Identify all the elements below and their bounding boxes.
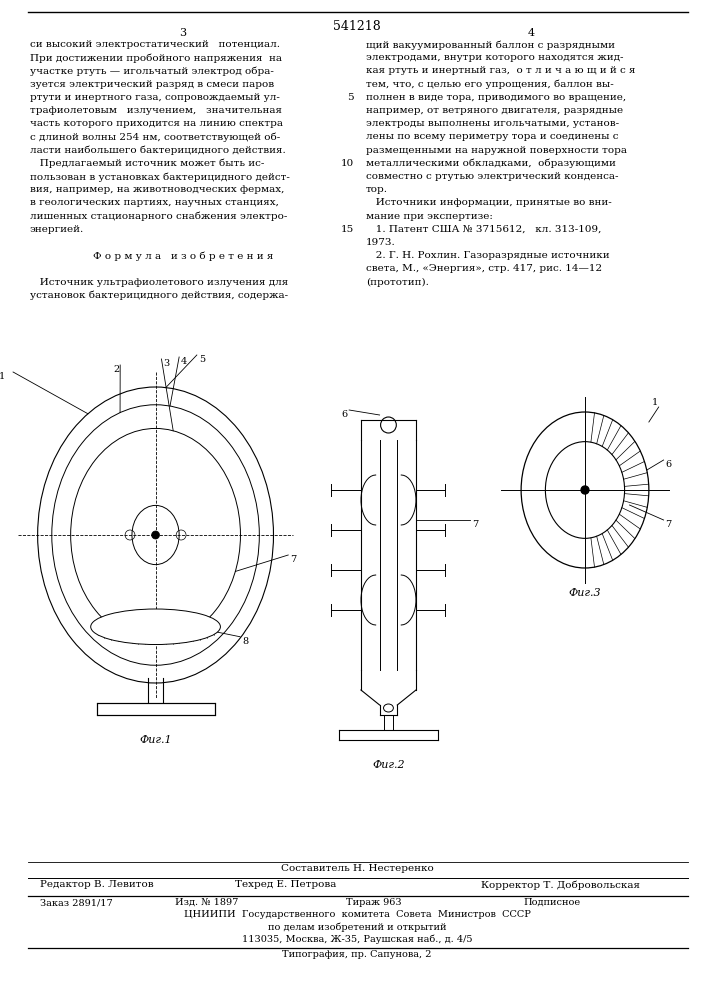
Text: 1: 1 (652, 398, 658, 407)
Text: Источник ультрафиолетового излучения для: Источник ультрафиолетового излучения для (30, 278, 288, 287)
Text: 7: 7 (290, 555, 296, 564)
Text: 6: 6 (665, 460, 672, 469)
Text: Заказ 2891/17: Заказ 2891/17 (40, 898, 112, 907)
Text: 7: 7 (665, 520, 672, 529)
Text: лены по всему периметру тора и соединены с: лены по всему периметру тора и соединены… (366, 132, 619, 141)
Text: по делам изобретений и открытий: по делам изобретений и открытий (268, 922, 446, 932)
Text: кая ртуть и инертный газ,  о т л и ч а ю щ и й с я: кая ртуть и инертный газ, о т л и ч а ю … (366, 66, 636, 75)
Text: Редактор В. Левитов: Редактор В. Левитов (40, 880, 153, 889)
Text: Фиг.1: Фиг.1 (139, 735, 172, 745)
Text: 3: 3 (180, 28, 187, 38)
Text: металлическими обкладками,  образующими: металлическими обкладками, образующими (366, 159, 616, 168)
Text: 10: 10 (341, 159, 354, 168)
Text: зуется электрический разряд в смеси паров: зуется электрический разряд в смеси паро… (30, 80, 274, 89)
Text: полнен в виде тора, приводимого во вращение,: полнен в виде тора, приводимого во враще… (366, 93, 626, 102)
Text: участке ртуть — игольчатый электрод обра-: участке ртуть — игольчатый электрод обра… (30, 66, 274, 76)
Text: Корректор Т. Добровольская: Корректор Т. Добровольская (481, 880, 640, 890)
Text: Типография, пр. Сапунова, 2: Типография, пр. Сапунова, 2 (282, 950, 432, 959)
Text: 541218: 541218 (333, 20, 381, 33)
Text: Источники информации, принятые во вни-: Источники информации, принятые во вни- (366, 198, 612, 207)
Text: энергией.: энергией. (30, 225, 84, 234)
Circle shape (581, 486, 589, 494)
Text: вия, например, на животноводческих фермах,: вия, например, на животноводческих ферма… (30, 185, 284, 194)
Text: размещенными на наружной поверхности тора: размещенными на наружной поверхности тор… (366, 146, 627, 155)
Text: электроды выполнены игольчатыми, установ-: электроды выполнены игольчатыми, установ… (366, 119, 619, 128)
Text: Подписное: Подписное (523, 898, 580, 907)
Text: 5: 5 (199, 355, 205, 364)
Bar (97, 703, 214, 715)
Text: 113035, Москва, Ж-35, Раушская наб., д. 4/5: 113035, Москва, Ж-35, Раушская наб., д. … (242, 934, 472, 944)
Circle shape (151, 531, 160, 539)
Text: 2: 2 (113, 365, 119, 374)
Text: си высокий электростатический   потенциал.: си высокий электростатический потенциал. (30, 40, 280, 49)
Text: лишенных стационарного снабжения электро-: лишенных стационарного снабжения электро… (30, 212, 287, 221)
Text: (прототип).: (прототип). (366, 278, 428, 287)
Text: пользован в установках бактерицидного дейст-: пользован в установках бактерицидного де… (30, 172, 290, 182)
Text: 4: 4 (527, 28, 534, 38)
Text: трафиолетовым   излучением,   значительная: трафиолетовым излучением, значительная (30, 106, 282, 115)
Text: тем, что, с целью его упрощения, баллон вы-: тем, что, с целью его упрощения, баллон … (366, 80, 614, 89)
Text: совместно с ртутью электрический конденса-: совместно с ртутью электрический конденс… (366, 172, 619, 181)
Text: 15: 15 (341, 225, 354, 234)
Text: При достижении пробойного напряжения  на: При достижении пробойного напряжения на (30, 53, 282, 63)
Text: света, М., «Энергия», стр. 417, рис. 14—12: света, М., «Энергия», стр. 417, рис. 14—… (366, 264, 602, 273)
Text: электродами, внутри которого находятся жид-: электродами, внутри которого находятся ж… (366, 53, 624, 62)
Text: 1973.: 1973. (366, 238, 396, 247)
Text: Изд. № 1897: Изд. № 1897 (175, 898, 238, 907)
Text: ЦНИИПИ  Государственного  комитета  Совета  Министров  СССР: ЦНИИПИ Государственного комитета Совета … (184, 910, 530, 919)
Text: 3: 3 (163, 359, 170, 368)
Text: 7: 7 (472, 520, 478, 529)
Ellipse shape (90, 609, 221, 645)
Text: 1: 1 (0, 372, 5, 381)
Text: ласти наибольшего бактерицидного действия.: ласти наибольшего бактерицидного действи… (30, 146, 286, 155)
Text: часть которого приходится на линию спектра: часть которого приходится на линию спект… (30, 119, 283, 128)
Text: 6: 6 (341, 410, 347, 419)
Text: Фиг.3: Фиг.3 (568, 588, 601, 598)
Text: 5: 5 (347, 93, 354, 102)
Text: установок бактерицидного действия, содержа-: установок бактерицидного действия, содер… (30, 291, 288, 300)
Text: 4: 4 (181, 357, 187, 366)
Text: 2. Г. Н. Рохлин. Газоразрядные источники: 2. Г. Н. Рохлин. Газоразрядные источники (366, 251, 609, 260)
Text: Тираж 963: Тираж 963 (346, 898, 402, 907)
Text: тор.: тор. (366, 185, 388, 194)
Text: в геологических партиях, научных станциях,: в геологических партиях, научных станция… (30, 198, 279, 207)
Text: Составитель Н. Нестеренко: Составитель Н. Нестеренко (281, 864, 433, 873)
Text: щий вакуумированный баллон с разрядными: щий вакуумированный баллон с разрядными (366, 40, 615, 49)
Text: 1. Патент США № 3715612,   кл. 313-109,: 1. Патент США № 3715612, кл. 313-109, (366, 225, 601, 234)
Text: ртути и инертного газа, сопровождаемый ул-: ртути и инертного газа, сопровождаемый у… (30, 93, 280, 102)
Text: 8: 8 (242, 637, 248, 646)
Text: Фиг.2: Фиг.2 (372, 760, 405, 770)
Text: Ф о р м у л а   и з о б р е т е н и я: Ф о р м у л а и з о б р е т е н и я (93, 251, 274, 261)
Text: например, от ветряного двигателя, разрядные: например, от ветряного двигателя, разряд… (366, 106, 623, 115)
Text: мание при экспертизе:: мание при экспертизе: (366, 212, 493, 221)
Text: с длиной волны 254 нм, соответствующей об-: с длиной волны 254 нм, соответствующей о… (30, 132, 280, 142)
Text: Предлагаемый источник может быть ис-: Предлагаемый источник может быть ис- (30, 159, 264, 168)
Text: Техред Е. Петрова: Техред Е. Петрова (235, 880, 336, 889)
